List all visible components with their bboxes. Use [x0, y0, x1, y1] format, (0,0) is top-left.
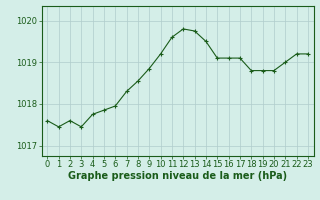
X-axis label: Graphe pression niveau de la mer (hPa): Graphe pression niveau de la mer (hPa) — [68, 171, 287, 181]
